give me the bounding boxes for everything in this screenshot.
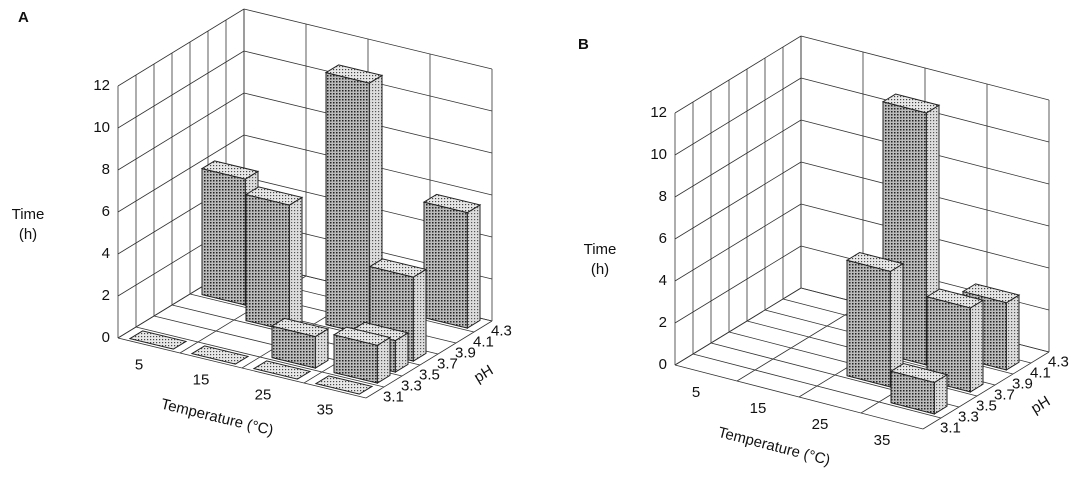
bar-top xyxy=(925,288,985,309)
bar-front xyxy=(325,71,370,336)
bar-top xyxy=(270,317,330,338)
bar-top xyxy=(881,93,941,114)
x-tick-label: 15 xyxy=(750,400,767,417)
panel-label: A xyxy=(18,9,29,26)
bar-top xyxy=(324,64,384,84)
bar xyxy=(270,317,330,369)
z-axis-title: Time xyxy=(12,206,45,223)
z-axis-title: (h) xyxy=(19,226,37,243)
grid-line xyxy=(117,50,245,129)
x-tick-label: 5 xyxy=(692,384,700,401)
bar-side xyxy=(969,299,984,393)
z-tick-label: 8 xyxy=(102,161,110,178)
bar-top xyxy=(314,375,374,395)
bar-top xyxy=(200,160,260,180)
x-tick-label: 25 xyxy=(255,386,272,403)
floor-grid-line xyxy=(365,320,493,399)
bar-side xyxy=(288,196,303,332)
z-tick-label: 2 xyxy=(102,287,110,304)
bar-top xyxy=(368,258,428,278)
floor-grid-line xyxy=(736,303,864,382)
bar-top xyxy=(244,186,304,206)
z-tick-label: 12 xyxy=(650,104,667,121)
bar-side xyxy=(412,268,427,362)
bar-top xyxy=(190,345,250,365)
z-tick-label: 8 xyxy=(659,188,667,205)
z-tick-label: 10 xyxy=(93,119,110,136)
grid-line xyxy=(674,77,802,156)
y-tick-label: 3.9 xyxy=(455,344,476,361)
bar-top xyxy=(845,252,905,272)
bar-top xyxy=(128,330,188,350)
floor-grid-line xyxy=(922,351,1050,430)
bar-front xyxy=(201,167,246,306)
bar-front xyxy=(245,193,290,332)
y-tick-label: 3.9 xyxy=(1012,375,1033,392)
y-tick-label: 3.5 xyxy=(419,366,440,383)
y-tick-label: 3.3 xyxy=(401,377,422,394)
bar-top xyxy=(252,360,312,380)
x-tick-label: 25 xyxy=(812,416,829,433)
z-tick-label: 10 xyxy=(650,146,667,163)
bar xyxy=(845,252,905,388)
bar xyxy=(314,375,374,395)
grid-line xyxy=(117,92,245,171)
y-tick-label: 3.5 xyxy=(976,397,997,414)
bar xyxy=(925,288,985,393)
grid-line xyxy=(674,203,802,282)
bar-top xyxy=(422,193,482,214)
y-tick-label: 4.3 xyxy=(1048,353,1069,370)
y-tick-label: 4.1 xyxy=(1030,364,1051,381)
bar-top xyxy=(889,363,949,383)
z-tick-label: 0 xyxy=(102,329,110,346)
bar-top xyxy=(961,283,1021,304)
x-tick-label: 35 xyxy=(874,432,891,449)
y-axis-title: pH xyxy=(1028,393,1053,418)
x-tick-label: 15 xyxy=(193,371,210,388)
bar xyxy=(244,186,304,332)
grid-line xyxy=(674,119,802,198)
grid-line xyxy=(674,245,802,324)
y-axis-title: pH xyxy=(471,362,496,387)
grid-line xyxy=(674,35,802,114)
z-tick-label: 6 xyxy=(102,203,110,220)
bar-side xyxy=(1005,294,1020,371)
bar-front xyxy=(423,201,468,329)
y-tick-label: 3.7 xyxy=(437,355,458,372)
grid-line xyxy=(674,161,802,240)
grid-line xyxy=(117,134,245,213)
bar xyxy=(889,363,949,415)
z-tick-label: 6 xyxy=(659,230,667,247)
grid-line xyxy=(117,8,245,87)
z-tick-label: 0 xyxy=(659,356,667,373)
bar xyxy=(128,330,188,350)
z-tick-label: 4 xyxy=(659,272,667,289)
y-tick-label: 4.3 xyxy=(491,322,512,339)
z-tick-label: 2 xyxy=(659,314,667,331)
z-axis-title: (h) xyxy=(591,261,609,278)
bar-side xyxy=(466,204,481,329)
bar-top xyxy=(332,326,392,346)
grid-line xyxy=(674,287,802,366)
z-tick-label: 12 xyxy=(93,77,110,94)
y-tick-label: 3.3 xyxy=(958,408,979,425)
y-tick-label: 3.1 xyxy=(940,419,961,436)
bar xyxy=(422,193,482,329)
y-tick-label: 4.1 xyxy=(473,333,494,350)
z-axis-title: Time xyxy=(584,241,617,258)
bar xyxy=(252,360,312,380)
bar xyxy=(190,345,250,365)
bar-front xyxy=(846,259,891,388)
y-tick-label: 3.7 xyxy=(994,386,1015,403)
bar xyxy=(332,326,392,384)
x-tick-label: 35 xyxy=(317,401,334,418)
x-tick-label: 5 xyxy=(135,356,143,373)
z-tick-label: 4 xyxy=(102,245,110,262)
panel-label: B xyxy=(578,36,589,53)
y-tick-label: 3.1 xyxy=(383,388,404,405)
